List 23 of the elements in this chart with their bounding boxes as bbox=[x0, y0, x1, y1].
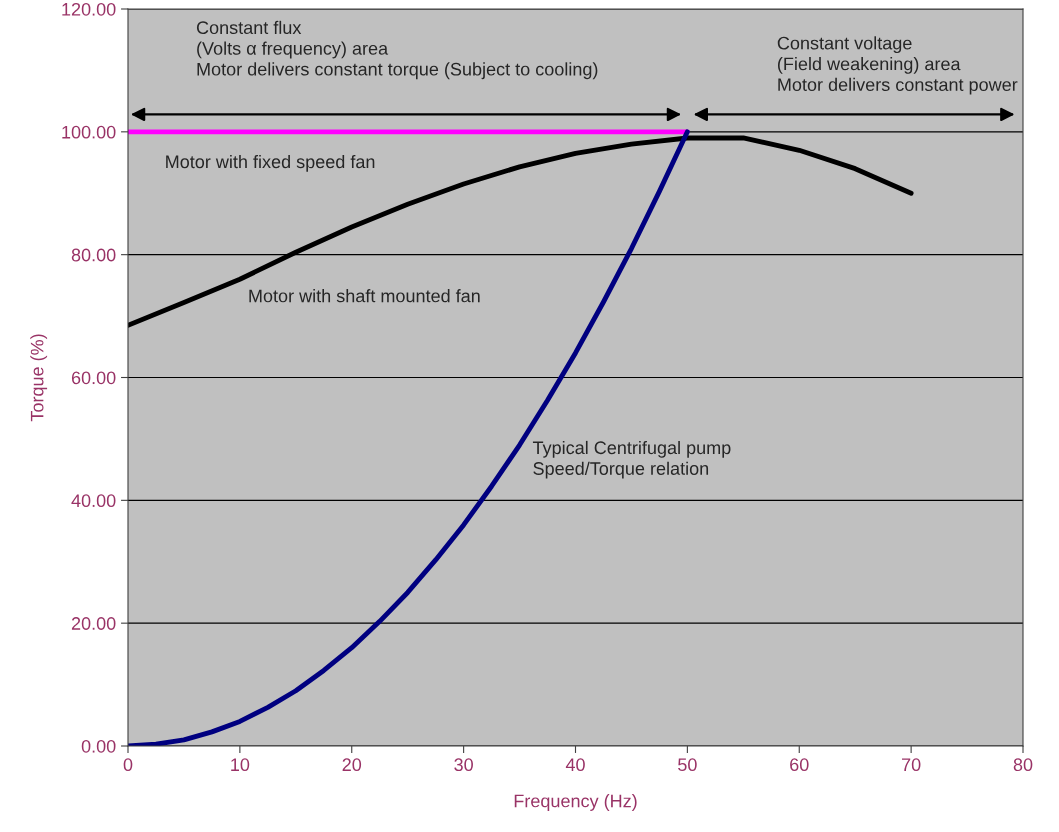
x-tick-label: 10 bbox=[231, 758, 250, 772]
annotation: Motor with fixed speed fan bbox=[166, 154, 375, 172]
y-tick-label: 0.00 bbox=[81, 739, 116, 753]
annotation: Constant voltage (Field weakening) area Motor delivers constant power bbox=[777, 36, 1018, 95]
x-tick-label: 30 bbox=[454, 758, 473, 772]
x-axis-title: Frequency (Hz) bbox=[514, 794, 637, 811]
y-axis-title: Torque (%) bbox=[30, 334, 48, 422]
annotation: Motor with shaft mounted fan bbox=[249, 289, 480, 303]
x-tick-label: 0 bbox=[123, 758, 133, 772]
annotation: Typical Centrifugal pump Speed/Torque relation bbox=[532, 440, 731, 479]
annotation: Constant flux (Volts α frequency) area Motor delivers constant torque (Subject to cooling) bbox=[196, 20, 598, 80]
y-tick-label: 40.00 bbox=[71, 494, 116, 508]
x-tick-label: 70 bbox=[902, 758, 921, 772]
x-tick-label: 20 bbox=[342, 758, 362, 772]
y-tick-label: 100.00 bbox=[62, 125, 116, 139]
y-tick-label: 20.00 bbox=[71, 617, 116, 630]
x-tick-label: 60 bbox=[790, 758, 809, 772]
x-tick-label: 40 bbox=[565, 758, 585, 772]
x-tick-label: 80 bbox=[1013, 758, 1033, 772]
x-tick-label: 50 bbox=[678, 758, 697, 772]
y-tick-label: 60.00 bbox=[71, 371, 116, 385]
y-tick-label: 80.00 bbox=[71, 248, 116, 262]
y-tick-label: 120.00 bbox=[62, 2, 116, 16]
